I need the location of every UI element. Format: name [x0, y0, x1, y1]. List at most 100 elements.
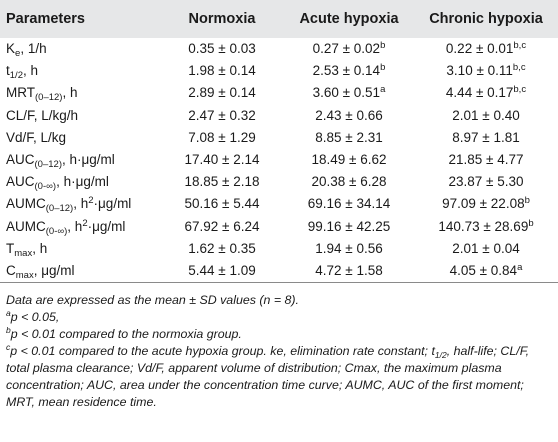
footnote-c: cp < 0.01 compared to the acute hypoxia … — [6, 343, 552, 411]
cell-chronic-hypoxia: 140.73 ± 28.69b — [414, 216, 558, 238]
footnote-c-subscript: 1/2 — [434, 350, 447, 361]
footnote-data-expression: Data are expressed as the mean ± SD valu… — [6, 293, 299, 308]
parameter-unit: , h·μg/ml — [61, 152, 115, 168]
parameter-name: T — [6, 240, 15, 256]
cell-normoxia: 2.89 ± 0.14 — [188, 85, 256, 101]
parameter-unit-prefix: , h — [67, 218, 83, 234]
significance-mark: a — [380, 84, 386, 96]
cell-parameter: Vd/F, L/kg — [0, 127, 160, 149]
cell-acute-hypoxia: 69.16 ± 34.14 — [284, 193, 414, 215]
header-parameters: Parameters — [0, 0, 160, 38]
parameter-unit: ·μg/ml — [87, 218, 126, 234]
table-row: Vd/F, L/kg 7.08 ± 1.29 8.85 ± 2.31 8.97 ± 1… — [0, 127, 558, 149]
cell-parameter: Ke, 1/h — [0, 38, 160, 60]
parameter-unit-prefix: , h — [73, 196, 89, 212]
cell-value: 4.44 ± 0.17 — [445, 85, 514, 101]
parameter-subscript: 1/2 — [9, 70, 23, 82]
cell-normoxia: 1.98 ± 0.14 — [188, 63, 256, 79]
parameter-name: AUC — [6, 174, 35, 190]
cell-value: 0.27 ± 0.02 — [312, 41, 381, 57]
footnote-c-text-part2: , half-life; CL/F, total plasma clearanc… — [6, 344, 530, 410]
cell-acute-hypoxia: 4.72 ± 1.58 — [284, 259, 414, 284]
cell-value: 2.01 ± 0.04 — [452, 240, 520, 256]
cell-value: 20.38 ± 6.28 — [311, 174, 387, 190]
cell-normoxia: 17.40 ± 2.14 — [184, 152, 260, 168]
cell-normoxia: 1.62 ± 0.35 — [188, 240, 256, 256]
cell-value: 8.85 ± 2.31 — [315, 129, 383, 145]
cell-normoxia: 2.47 ± 0.32 — [188, 107, 256, 123]
cell-acute-hypoxia: 2.53 ± 0.14b — [284, 60, 414, 82]
cell-parameter: Tmax, h — [0, 238, 160, 260]
parameter-subscript: e — [15, 48, 21, 60]
significance-mark: b — [528, 217, 534, 229]
cell-parameter: t1/2, h — [0, 60, 160, 82]
cell-normoxia: 5.44 ± 1.09 — [160, 259, 284, 284]
parameter-unit: , 1/h — [20, 41, 47, 57]
parameter-name: t — [6, 63, 10, 79]
parameter-name: MRT — [6, 85, 35, 101]
header-normoxia: Normoxia — [160, 0, 284, 38]
parameter-unit: , μg/ml — [33, 262, 75, 278]
table-row: MRT(0–12), h 2.89 ± 0.14 3.60 ± 0.51a 4.44 … — [0, 82, 558, 104]
cell-value: 4.05 ± 0.84 — [449, 262, 518, 278]
parameter-name: CL/F, L/kg/h — [6, 107, 79, 123]
footnote-b-mark: b — [6, 325, 11, 336]
cell-chronic-hypoxia: 0.22 ± 0.01b,c — [414, 38, 558, 60]
parameter-subscript: max — [14, 247, 33, 259]
significance-mark: b — [380, 40, 386, 52]
parameter-unit: ·μg/ml — [93, 196, 132, 212]
table-header: Parameters Normoxia Acute hypoxia Chroni… — [0, 0, 558, 38]
cell-normoxia: 7.08 ± 1.29 — [188, 129, 256, 145]
cell-value: 23.87 ± 5.30 — [448, 174, 524, 190]
cell-parameter: AUC(0–12), h·μg/ml — [0, 149, 160, 171]
cell-value: 97.09 ± 22.08 — [442, 196, 525, 212]
footnote-a: ap < 0.05, — [6, 309, 552, 326]
cell-acute-hypoxia: 3.60 ± 0.51a — [284, 82, 414, 104]
pharmacokinetics-table: Parameters Normoxia Acute hypoxia Chroni… — [0, 0, 558, 284]
parameter-name: K — [6, 41, 16, 57]
parameter-unit-superscript: 2 — [82, 217, 88, 229]
cell-chronic-hypoxia: 4.05 ± 0.84a — [414, 259, 558, 284]
parameter-name: C — [6, 262, 16, 278]
cell-chronic-hypoxia: 97.09 ± 22.08b — [414, 193, 558, 215]
parameter-subscript: max — [15, 269, 34, 281]
cell-normoxia: 18.85 ± 2.18 — [184, 174, 260, 190]
header-row: Parameters Normoxia Acute hypoxia Chroni… — [0, 0, 558, 38]
cell-parameter: AUMC(0-∞), h2·μg/ml — [0, 216, 160, 238]
cell-normoxia: 50.16 ± 5.44 — [184, 196, 260, 212]
table-row: Ke, 1/h 0.35 ± 0.03 0.27 ± 0.02b 0.22 ± 0.0… — [0, 38, 558, 60]
table-row: Cmax, μg/ml 5.44 ± 1.09 4.72 ± 1.58 4.05 ± … — [0, 259, 558, 284]
cell-normoxia: 67.92 ± 6.24 — [184, 218, 260, 234]
cell-chronic-hypoxia: 23.87 ± 5.30 — [414, 171, 558, 193]
pharmacokinetics-table-container: Parameters Normoxia Acute hypoxia Chroni… — [0, 0, 558, 284]
parameter-unit-superscript: 2 — [88, 195, 94, 207]
cell-value: 18.49 ± 6.62 — [311, 152, 387, 168]
parameter-name: AUC — [6, 152, 35, 168]
cell-chronic-hypoxia: 8.97 ± 1.81 — [414, 127, 558, 149]
footnote-a-text: p < 0.05, — [10, 310, 60, 325]
header-acute-hypoxia: Acute hypoxia — [284, 0, 414, 38]
cell-parameter: AUMC(0–12), h2·μg/ml — [0, 193, 160, 215]
cell-chronic-hypoxia: 4.44 ± 0.17b,c — [414, 82, 558, 104]
table-row: t1/2, h 1.98 ± 0.14 2.53 ± 0.14b 3.10 ± 0.1… — [0, 60, 558, 82]
cell-value: 140.73 ± 28.69 — [438, 218, 529, 234]
parameter-unit: , h — [62, 85, 78, 101]
footnote-c-mark: c — [6, 342, 11, 353]
footnote-c-text-part1: p < 0.01 compared to the acute hypoxia g… — [10, 344, 435, 359]
table-footnotes: Data are expressed as the mean ± SD valu… — [0, 283, 558, 411]
parameter-unit: , h — [32, 240, 48, 256]
cell-value: 2.01 ± 0.40 — [452, 107, 520, 123]
footnote-a-mark: a — [6, 308, 11, 319]
table-row: CL/F, L/kg/h 2.47 ± 0.32 2.43 ± 0.66 2.01 ±… — [0, 105, 558, 127]
parameter-subscript: (0–12) — [34, 159, 62, 171]
cell-value: 21.85 ± 4.77 — [448, 152, 524, 168]
parameter-name: Vd/F, L/kg — [6, 129, 67, 145]
footnote-b-text: p < 0.01 compared to the normoxia group. — [10, 327, 242, 342]
header-chronic-hypoxia: Chronic hypoxia — [414, 0, 558, 38]
table-body: Ke, 1/h 0.35 ± 0.03 0.27 ± 0.02b 0.22 ± 0.0… — [0, 38, 558, 284]
cell-value: 69.16 ± 34.14 — [307, 196, 391, 212]
cell-chronic-hypoxia: 2.01 ± 0.04 — [414, 238, 558, 260]
parameter-subscript: (0–12) — [45, 203, 74, 215]
parameter-subscript: (0-∞) — [45, 225, 68, 237]
table-row: AUMC(0-∞), h2·μg/ml 67.92 ± 6.24 99.16 ± 4… — [0, 216, 558, 238]
